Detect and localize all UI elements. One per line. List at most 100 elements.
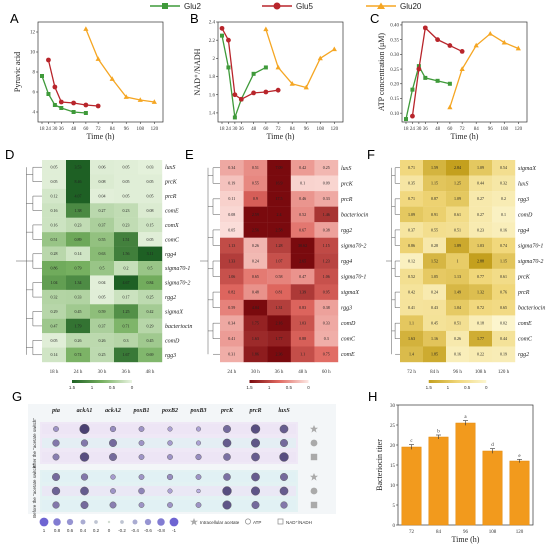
x-axis-label: Time (h) — [267, 132, 295, 141]
series-glu5 — [219, 25, 281, 102]
heatmap-cell — [42, 318, 67, 334]
x-tick-label: 36 — [239, 127, 245, 132]
heatmap-cell — [290, 253, 315, 269]
y-tick-label: 0.10 — [390, 112, 399, 117]
heatmap-cell — [114, 160, 139, 175]
data-point — [447, 81, 452, 86]
cell-value: 1.86 — [252, 352, 259, 357]
y-tick-label: 0.40 — [390, 24, 399, 29]
heatmap-cell — [446, 346, 470, 363]
cell-value: 1.79 — [75, 323, 82, 328]
cell-value: 0.42 — [147, 309, 154, 314]
heatmap-cell — [492, 268, 516, 285]
group-label: After the "acetate switch" — [32, 418, 37, 468]
row-label: bacteriocin — [518, 306, 545, 312]
gene-label: prcR — [249, 408, 262, 414]
heatmap-cell — [66, 261, 91, 276]
heatmap-cell — [492, 253, 516, 269]
cell-value: 1.03 — [477, 243, 484, 248]
y-tick-label: 20 — [390, 444, 396, 449]
heatmap-cell — [267, 268, 291, 285]
heatmap-cell — [267, 284, 291, 301]
heatmap-cell — [42, 188, 67, 204]
significance-letter: c — [410, 439, 413, 444]
cell-value: 2.88 — [477, 258, 484, 263]
cell-value: 0.14 — [75, 251, 82, 256]
bubble — [167, 454, 173, 460]
heatmap-cell — [423, 206, 447, 223]
cell-value: 3.53 — [75, 165, 82, 170]
heatmap-cell — [42, 289, 67, 305]
heatmap-cell — [114, 289, 139, 305]
heatmap-cell — [469, 253, 493, 269]
color-scale-bar — [72, 380, 132, 383]
column-label: 18 h — [50, 370, 59, 375]
y-tick-label: 1.8 — [209, 75, 216, 80]
heatmap-cell — [314, 315, 339, 332]
legend-glu5-label: Glu5 — [296, 2, 313, 11]
heatmap-cell — [469, 268, 493, 285]
cell-value: 0.14 — [51, 352, 58, 357]
color-scale-tick: 1.5 — [426, 385, 433, 390]
cell-value: 0.28 — [431, 243, 438, 248]
heatmap-cell — [290, 206, 315, 223]
row-label: sigma70-2 — [165, 281, 190, 287]
chart-c: 0.10 0.15 0.20 0.25 0.30 0.35 0.40 18 24 30 36 48 60… — [377, 21, 528, 141]
x-tick-label: 18 — [404, 127, 410, 132]
data-point — [232, 92, 238, 98]
data-point — [422, 25, 428, 31]
data-point — [52, 84, 58, 90]
heatmap-cell — [469, 222, 493, 238]
scale-tick: -0.4 — [131, 528, 139, 533]
heatmap-cell — [446, 175, 470, 192]
series-glu2 — [404, 64, 452, 122]
row-label: comX — [165, 223, 179, 229]
column-label: 30 h — [98, 370, 107, 375]
cell-value: 0.05 — [123, 165, 130, 170]
data-point — [40, 74, 44, 78]
heatmap-f: 0.71 1.59 2.84 1.09 0.54 0.35 1.15 1.25 0.44 0.32… — [386, 160, 545, 390]
data-point — [459, 49, 465, 54]
bubble — [223, 473, 231, 481]
heatmap-cell — [423, 299, 447, 316]
heatmap-cell — [267, 191, 291, 207]
bubble — [279, 486, 289, 496]
row-label: comD — [341, 321, 356, 327]
heatmap-cell — [42, 217, 67, 233]
cell-value: 0.05 — [123, 179, 130, 184]
cell-value: 0.37 — [99, 323, 106, 328]
cell-value: 0.44 — [477, 181, 484, 186]
x-tick-label: 72 — [409, 530, 415, 535]
cell-value: 0.03 — [147, 165, 154, 170]
data-point — [404, 117, 408, 122]
bubble — [250, 486, 260, 496]
heatmap-cell — [66, 232, 91, 247]
heatmap-cell — [66, 347, 91, 363]
cell-value: 0.19 — [228, 181, 235, 186]
cell-value: 0.51 — [51, 237, 58, 242]
cell-value: 1.63 — [252, 336, 259, 341]
cell-value: 0.33 — [323, 196, 330, 201]
x-axis-label: Time (h) — [451, 132, 479, 141]
y-tick-label: 25 — [390, 424, 396, 429]
series-glu20 — [263, 26, 337, 90]
panel-label-e: E — [185, 147, 194, 162]
cell-value: 1.77 — [477, 336, 484, 341]
column-label: 96 h — [453, 370, 462, 375]
color-scale-tick: 0.5 — [464, 385, 471, 390]
legend-glu20-label: Glu20 — [400, 2, 422, 11]
heatmap-cell — [492, 284, 516, 301]
cell-value: 2.4 — [277, 212, 282, 217]
bubble — [138, 426, 145, 432]
data-point — [331, 46, 337, 52]
y-axis-label: Bacteriocin titer — [375, 439, 384, 491]
gene-label: prcK — [220, 408, 234, 414]
data-point — [251, 90, 256, 96]
heatmap-cell — [267, 299, 291, 316]
cell-value: 0.32 — [500, 181, 507, 186]
cell-value: 1.03 — [299, 321, 306, 326]
row-label: luxS — [165, 165, 175, 171]
row-label: rgg3 — [518, 197, 529, 203]
significance-letter: e — [518, 454, 521, 459]
heatmap-cell — [138, 174, 163, 190]
